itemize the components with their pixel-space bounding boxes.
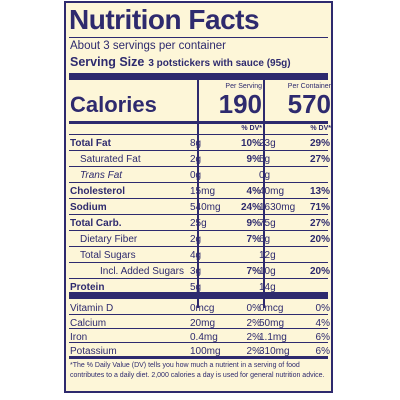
amount-per-container: 6g bbox=[259, 234, 271, 245]
dv-header-serving: % DV* bbox=[241, 125, 262, 132]
dv-per-container: 4% bbox=[315, 318, 330, 329]
amount-per-container: 5g bbox=[259, 154, 271, 165]
nutrient-name: Protein bbox=[70, 282, 105, 293]
amount-per-container: 1.1mg bbox=[259, 332, 287, 343]
dv-per-serving: 7% bbox=[246, 266, 261, 277]
nutrient-row-added-sugars: Incl. Added Sugars 3g 7% 10g 20% bbox=[69, 262, 330, 279]
nutrient-row-sodium: Sodium 540mg 24% 1630mg 71% bbox=[69, 198, 330, 215]
dv-per-serving: 2% bbox=[246, 318, 261, 329]
nutrient-row-total-fat: Total Fat 8g 10% 23g 29% bbox=[69, 134, 330, 151]
medium-divider bbox=[69, 121, 328, 124]
nutrient-name: Cholesterol bbox=[70, 186, 126, 197]
amount-per-serving: 0.4mg bbox=[190, 332, 218, 343]
dv-per-serving: 4% bbox=[246, 186, 261, 197]
nutrient-row-protein: Protein 5g 14g bbox=[69, 278, 328, 295]
nutrient-name: Incl. Added Sugars bbox=[100, 266, 184, 277]
amount-per-serving: 2g bbox=[190, 234, 202, 245]
dv-per-serving: 24% bbox=[240, 202, 261, 213]
dv-per-serving: 9% bbox=[246, 218, 261, 229]
amount-per-container: 10g bbox=[259, 266, 276, 277]
serving-size-label: Serving Size bbox=[70, 55, 145, 69]
dv-per-container: 27% bbox=[309, 154, 330, 165]
thick-divider bbox=[69, 73, 328, 80]
nutrient-row-total-carb: Total Carb. 25g 9% 75g 27% bbox=[69, 214, 330, 231]
nutrient-name: Saturated Fat bbox=[80, 154, 141, 165]
nutrient-row-saturated-fat: Saturated Fat 2g 9% 5g 27% bbox=[69, 150, 330, 167]
dv-per-serving: 0% bbox=[246, 303, 261, 314]
nutrient-name: Total Carb. bbox=[70, 218, 122, 229]
column-divider-1 bbox=[197, 80, 199, 308]
amount-per-serving: 20mg bbox=[190, 318, 216, 329]
amount-per-container: 0g bbox=[259, 170, 271, 181]
dv-per-container: 20% bbox=[309, 266, 330, 277]
nutrient-row-cholesterol: Cholesterol 15mg 4% 40mg 13% bbox=[69, 182, 330, 199]
nutrient-name: Potassium bbox=[70, 346, 117, 357]
nutrient-row-trans-fat: Trans Fat 0g 0g bbox=[69, 166, 328, 183]
amount-per-container: 14g bbox=[259, 282, 276, 293]
amount-per-container: 75g bbox=[259, 218, 276, 229]
nutrient-row-vitamin-d: Vitamin D 0mcg 0% 0mcg 0% bbox=[69, 300, 330, 316]
label-title: Nutrition Facts bbox=[69, 4, 260, 35]
dv-per-container: 27% bbox=[309, 218, 330, 229]
dv-per-serving: 10% bbox=[240, 138, 261, 149]
divider bbox=[69, 37, 328, 38]
nutrient-name: Total Fat bbox=[70, 138, 111, 149]
nutrition-facts-label: Nutrition Facts About 3 servings per con… bbox=[64, 1, 333, 393]
dv-per-container: 71% bbox=[309, 202, 330, 213]
calories-per-container: 570 bbox=[287, 89, 331, 119]
nutrient-name: Dietary Fiber bbox=[80, 234, 138, 245]
nutrient-row-potassium: Potassium 100mg 2% 310mg 6% bbox=[69, 342, 330, 359]
amount-per-serving: 2g bbox=[190, 154, 202, 165]
nutrient-name: Trans Fat bbox=[80, 170, 123, 181]
amount-per-serving: 540mg bbox=[190, 202, 221, 213]
thick-divider bbox=[69, 292, 328, 299]
amount-per-serving: 15mg bbox=[190, 186, 216, 197]
dv-per-serving: 9% bbox=[246, 154, 261, 165]
nutrient-row-calcium: Calcium 20mg 2% 50mg 4% bbox=[69, 314, 330, 331]
nutrient-row-iron: Iron 0.4mg 2% 1.1mg 6% bbox=[69, 328, 330, 345]
amount-per-serving: 0mcg bbox=[190, 303, 215, 314]
dv-per-container: 0% bbox=[315, 303, 330, 314]
amount-per-container: 310mg bbox=[259, 346, 290, 357]
amount-per-container: 0mcg bbox=[259, 303, 284, 314]
dv-per-container: 6% bbox=[315, 332, 330, 343]
amount-per-serving: 25g bbox=[190, 218, 207, 229]
dv-header-container: % DV* bbox=[310, 125, 331, 132]
medium-divider bbox=[69, 356, 328, 359]
per-serving-header: Per Serving bbox=[225, 83, 262, 90]
servings-per-container: About 3 servings per container bbox=[70, 40, 226, 52]
nutrient-name: Sodium bbox=[70, 202, 107, 213]
dv-per-container: 20% bbox=[309, 234, 330, 245]
nutrient-name: Total Sugars bbox=[80, 250, 136, 261]
serving-size-value: 3 potstickers with sauce (95g) bbox=[148, 58, 291, 69]
column-divider-2 bbox=[263, 80, 265, 308]
calories-per-serving: 190 bbox=[218, 89, 262, 119]
dv-per-container: 6% bbox=[315, 346, 330, 357]
amount-per-container: 50mg bbox=[259, 318, 285, 329]
dv-per-serving: 2% bbox=[246, 346, 261, 357]
amount-per-container: 23g bbox=[259, 138, 276, 149]
amount-per-serving: 4g bbox=[190, 250, 202, 261]
dv-per-container: 29% bbox=[309, 138, 330, 149]
amount-per-serving: 100mg bbox=[190, 346, 221, 357]
nutrient-name: Calcium bbox=[70, 318, 107, 329]
amount-per-serving: 0g bbox=[190, 170, 202, 181]
amount-per-serving: 5g bbox=[190, 282, 202, 293]
dv-per-serving: 2% bbox=[246, 332, 261, 343]
amount-per-container: 12g bbox=[259, 250, 276, 261]
calories-label: Calories bbox=[70, 92, 157, 117]
amount-per-container: 40mg bbox=[259, 186, 285, 197]
dv-per-container: 13% bbox=[309, 186, 330, 197]
amount-per-serving: 8g bbox=[190, 138, 202, 149]
per-container-header: Per Container bbox=[287, 83, 331, 90]
amount-per-container: 1630mg bbox=[259, 202, 296, 213]
nutrient-row-dietary-fiber: Dietary Fiber 2g 7% 6g 20% bbox=[69, 230, 330, 247]
nutrient-name: Vitamin D bbox=[70, 303, 114, 314]
nutrient-name: Iron bbox=[70, 332, 88, 343]
serving-size: Serving Size 3 potstickers with sauce (95… bbox=[70, 54, 291, 72]
amount-per-serving: 3g bbox=[190, 266, 202, 277]
nutrient-row-total-sugars: Total Sugars 4g 12g bbox=[69, 246, 328, 263]
daily-value-footnote: *The % Daily Value (DV) tells you how mu… bbox=[70, 362, 325, 379]
dv-per-serving: 7% bbox=[246, 234, 261, 245]
